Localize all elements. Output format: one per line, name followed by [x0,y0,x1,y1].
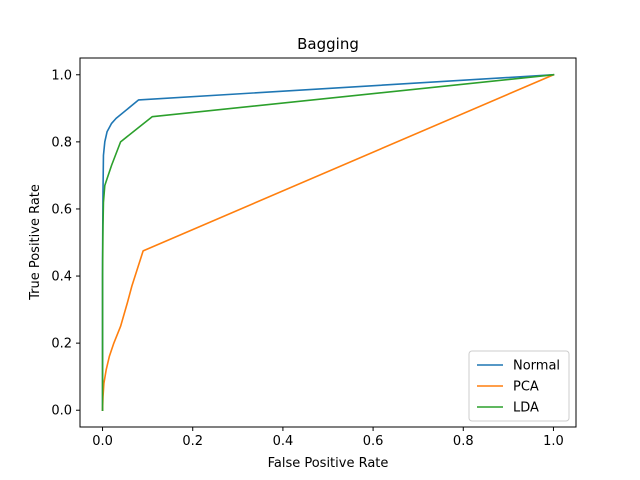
chart-title: Bagging [297,35,359,53]
legend-label-normal: Normal [513,359,560,374]
x-tick-label: 0.2 [182,434,203,449]
legend-label-lda: LDA [513,401,539,416]
x-axis-label: False Positive Rate [268,456,389,471]
x-tick-label: 0.8 [453,434,474,449]
plot-area [79,57,577,428]
y-tick-label: 0.4 [51,270,72,285]
x-tick-label: 0.6 [363,434,384,449]
x-tick-label: 0.4 [273,434,294,449]
x-axis-ticks: 0.0 0.2 0.4 0.6 0.8 1.0 [92,427,564,449]
y-tick-label: 0.6 [51,202,72,217]
y-tick-label: 1.0 [51,68,72,83]
y-axis-ticks: 0.0 0.2 0.4 0.6 0.8 1.0 [51,68,80,419]
legend-label-pca: PCA [513,380,539,395]
y-tick-label: 0.2 [51,337,72,352]
series-line-pca [101,73,555,412]
y-tick-label: 0.0 [51,404,72,419]
y-axis-label: True Positive Rate [28,184,43,301]
plot-frame [79,57,577,428]
x-tick-label: 1.0 [543,434,564,449]
legend-box [468,350,570,422]
x-tick-label: 0.0 [92,434,113,449]
legend: Normal PCA LDA [468,350,570,422]
y-tick-label: 0.8 [51,135,72,150]
series-line-lda [101,73,555,412]
